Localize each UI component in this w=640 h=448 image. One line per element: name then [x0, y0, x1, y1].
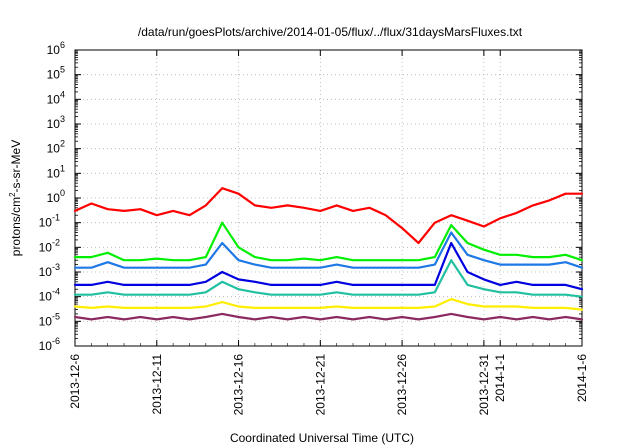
x-tick-label: 2014-1-6	[575, 354, 589, 402]
y-tick-label: 102	[47, 139, 65, 156]
series-line-2	[73, 221, 584, 262]
series-lines	[73, 187, 584, 321]
series-line-4	[73, 241, 584, 291]
x-tick-label: 2013-12-21	[313, 354, 327, 416]
y-tick-label: 10-1	[39, 213, 60, 230]
y-tick-label: 103	[47, 114, 65, 131]
y-tick-label: 106	[47, 40, 65, 57]
y-tick-label: 10-2	[39, 237, 60, 254]
y-axis-label: protons/cm2-s-sr-MeV	[8, 140, 23, 256]
y-tick-label: 10-3	[39, 262, 60, 279]
y-tick-label: 100	[47, 188, 65, 205]
series-line-6	[73, 298, 584, 311]
x-axis: 2013-12-6 2013-12-11 2013-12-16 2013-12-21 2…	[68, 50, 589, 415]
y-tick-label: 105	[47, 65, 65, 82]
grid-lines	[75, 50, 582, 346]
x-tick-label: 2013-12-31	[477, 354, 491, 416]
x-tick-label: 2013-12-6	[68, 354, 82, 409]
x-tick-label: 2013-12-11	[150, 354, 164, 415]
y-tick-label: 10-6	[39, 336, 60, 353]
x-tick-label: 2014-1-1	[493, 354, 507, 402]
y-tick-label: 101	[47, 163, 65, 180]
series-line-1	[73, 187, 584, 245]
series-line-7	[73, 312, 584, 321]
y-tick-label: 10-5	[39, 311, 60, 328]
x-tick-label: 2013-12-26	[395, 354, 409, 416]
series-line-3	[73, 231, 584, 269]
y-tick-label: 10-4	[39, 287, 60, 304]
series-line-5	[73, 259, 584, 298]
y-axis: 10-6 10-5 10-4 10-3 10-2 10-1 100 101 102 103 104 1…	[39, 40, 582, 353]
x-axis-label: Coordinated Universal Time (UTC)	[230, 431, 414, 445]
y-tick-label: 104	[47, 89, 65, 106]
x-tick-label: 2013-12-16	[232, 354, 246, 416]
chart-title: /data/run/goesPlots/archive/2014-01-05/f…	[138, 25, 523, 39]
